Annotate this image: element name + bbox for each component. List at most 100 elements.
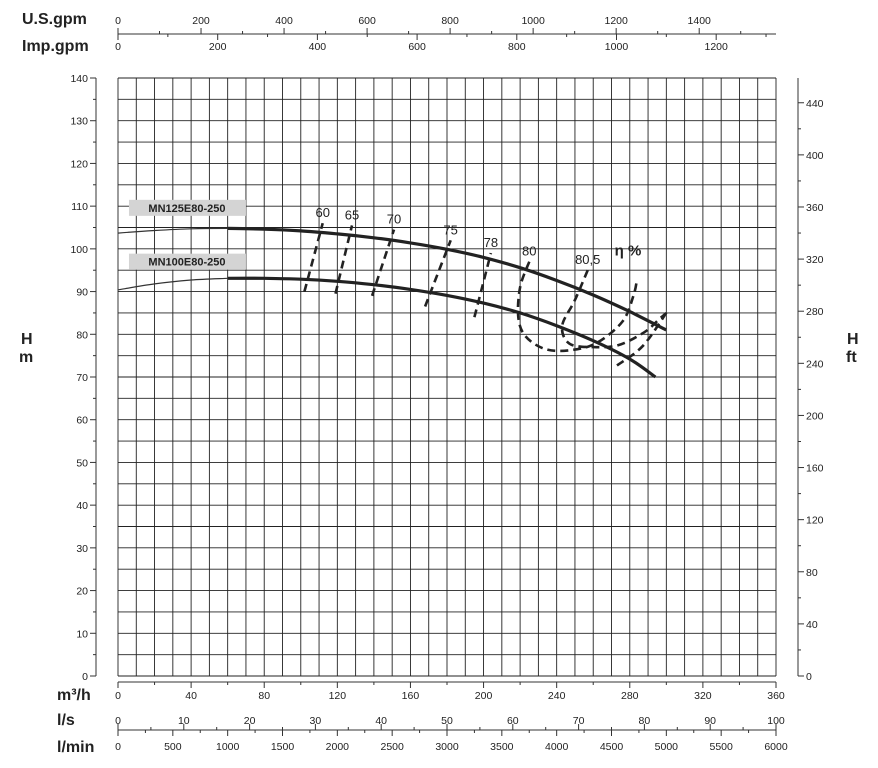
ls-tick-label: 100 bbox=[767, 715, 785, 727]
efficiency-curve bbox=[334, 225, 354, 294]
ls-tick-label: 40 bbox=[375, 715, 387, 727]
m3h-tick-label: 240 bbox=[548, 690, 566, 702]
usgpm-tick-label: 400 bbox=[275, 15, 293, 27]
impgpm-tick-label: 1200 bbox=[705, 41, 729, 53]
head-ft-axis-label-h: H bbox=[847, 331, 859, 348]
ls-tick-label: 60 bbox=[507, 715, 519, 727]
efficiency-label: 80 bbox=[522, 244, 536, 259]
head-m-tick-label: 60 bbox=[76, 415, 88, 427]
m3h-tick-label: 320 bbox=[694, 690, 712, 702]
impgpm-unit-label: Imp.gpm bbox=[22, 38, 89, 55]
usgpm-tick-label: 1200 bbox=[604, 15, 628, 27]
head-ft-tick-label: 440 bbox=[806, 98, 824, 110]
head-ft-tick-label: 320 bbox=[806, 254, 824, 266]
efficiency-label: 70 bbox=[387, 212, 401, 227]
m3h-tick-label: 80 bbox=[258, 690, 270, 702]
axes: 0102030405060708090100110120130140040801… bbox=[70, 15, 823, 753]
m3h-tick-label: 280 bbox=[621, 690, 639, 702]
usgpm-tick-label: 600 bbox=[358, 15, 376, 27]
head-ft-tick-label: 0 bbox=[806, 671, 812, 683]
head-m-tick-label: 140 bbox=[70, 73, 88, 85]
head-ft-tick-label: 360 bbox=[806, 202, 824, 214]
series-label-box bbox=[128, 253, 246, 270]
head-ft-tick-label: 200 bbox=[806, 410, 824, 422]
lmin-tick-label: 4000 bbox=[545, 741, 569, 753]
head-m-tick-label: 130 bbox=[70, 116, 88, 128]
efficiency-label: 80,5 bbox=[575, 252, 600, 267]
efficiency-curve bbox=[560, 269, 668, 349]
lmin-tick-label: 4500 bbox=[600, 741, 624, 753]
curves: MN125E80-250 MN100E80-250 60 65 70 75 78 80 80,5… bbox=[117, 199, 668, 379]
head-ft-tick-label: 40 bbox=[806, 619, 818, 631]
lmin-tick-label: 5500 bbox=[709, 741, 733, 753]
series-line-1 bbox=[227, 226, 668, 332]
usgpm-tick-label: 0 bbox=[115, 15, 121, 27]
head-ft-tick-label: 240 bbox=[806, 358, 824, 370]
head-m-tick-label: 110 bbox=[71, 201, 88, 213]
efficiency-label: 60 bbox=[315, 205, 329, 220]
efficiency-title: η % bbox=[615, 242, 642, 259]
head-ft-tick-label: 280 bbox=[806, 306, 824, 318]
grid bbox=[117, 77, 777, 677]
usgpm-tick-label: 800 bbox=[441, 15, 459, 27]
lmin-tick-label: 3500 bbox=[490, 741, 514, 753]
lmin-tick-label: 6000 bbox=[764, 741, 788, 753]
head-m-tick-label: 30 bbox=[76, 543, 88, 555]
lmin-tick-label: 1500 bbox=[271, 741, 295, 753]
head-m-tick-label: 20 bbox=[76, 586, 88, 598]
head-ft-tick-label: 400 bbox=[806, 150, 824, 162]
m3h-unit-label: m³/h bbox=[57, 687, 91, 704]
efficiency-label: 75 bbox=[443, 222, 457, 237]
m3h-tick-label: 160 bbox=[402, 690, 420, 702]
series-label: MN100E80-250 bbox=[148, 257, 225, 269]
impgpm-tick-label: 1000 bbox=[605, 41, 629, 53]
ls-tick-label: 30 bbox=[310, 715, 322, 727]
head-ft-tick-label: 160 bbox=[806, 463, 824, 475]
efficiency-curve-tail bbox=[616, 312, 668, 367]
m3h-tick-label: 200 bbox=[475, 690, 493, 702]
ls-tick-label: 20 bbox=[244, 715, 256, 727]
impgpm-tick-label: 0 bbox=[115, 41, 121, 53]
ls-tick-label: 10 bbox=[178, 715, 190, 727]
ls-tick-label: 70 bbox=[573, 715, 585, 727]
lmin-tick-label: 1000 bbox=[216, 741, 240, 753]
m3h-tick-label: 0 bbox=[115, 690, 121, 702]
efficiency-label: 78 bbox=[484, 235, 498, 250]
head-m-tick-label: 120 bbox=[70, 158, 88, 170]
head-m-axis-label-h: H bbox=[21, 331, 33, 348]
series-line-2 bbox=[227, 276, 657, 379]
m3h-tick-label: 360 bbox=[767, 690, 785, 702]
head-m-tick-label: 100 bbox=[70, 244, 88, 256]
head-m-tick-label: 70 bbox=[76, 372, 88, 384]
efficiency-curve bbox=[473, 252, 493, 318]
efficiency-curve bbox=[370, 229, 396, 297]
impgpm-tick-label: 200 bbox=[209, 41, 227, 53]
efficiency-curve bbox=[423, 239, 452, 307]
head-ft-tick-label: 80 bbox=[806, 567, 818, 579]
series-label-box bbox=[128, 199, 246, 216]
ls-unit-label: l/s bbox=[57, 712, 75, 729]
lmin-tick-label: 2000 bbox=[326, 741, 350, 753]
lmin-tick-label: 500 bbox=[164, 741, 182, 753]
ls-tick-label: 50 bbox=[441, 715, 453, 727]
head-m-axis-label-unit: m bbox=[19, 349, 33, 366]
head-m-tick-label: 90 bbox=[76, 287, 88, 299]
lmin-tick-label: 3000 bbox=[435, 741, 459, 753]
series-line-2-low-flow bbox=[117, 277, 228, 291]
head-ft-axis-label-unit: ft bbox=[846, 349, 857, 366]
lmin-tick-label: 2500 bbox=[380, 741, 404, 753]
head-m-tick-label: 0 bbox=[82, 671, 88, 683]
head-m-tick-label: 40 bbox=[76, 500, 88, 512]
efficiency-label: 65 bbox=[345, 207, 359, 222]
usgpm-tick-label: 200 bbox=[192, 15, 210, 27]
m3h-tick-label: 40 bbox=[185, 690, 197, 702]
lmin-tick-label: 5000 bbox=[655, 741, 679, 753]
impgpm-tick-label: 800 bbox=[508, 41, 526, 53]
lmin-tick-label: 0 bbox=[115, 741, 121, 753]
impgpm-tick-label: 400 bbox=[309, 41, 327, 53]
usgpm-tick-label: 1400 bbox=[688, 15, 712, 27]
series-line-1-low-flow bbox=[117, 227, 228, 234]
ls-tick-label: 0 bbox=[115, 715, 121, 727]
usgpm-unit-label: U.S.gpm bbox=[22, 11, 87, 28]
